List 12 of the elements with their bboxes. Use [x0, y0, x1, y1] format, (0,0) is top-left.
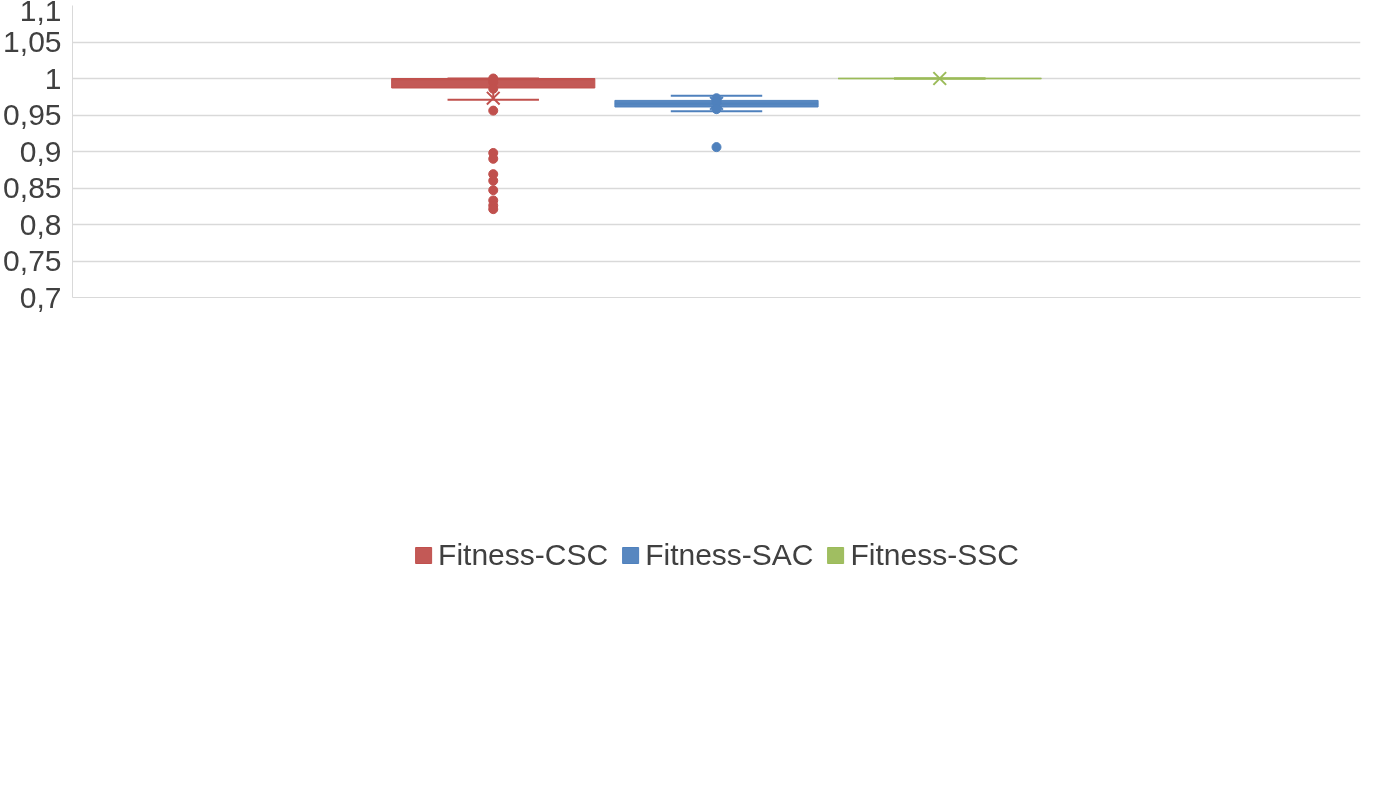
y-tick-label: 0,7	[19, 280, 62, 314]
y-tick-label: 0,85	[3, 171, 62, 204]
y-tick-label: 0,95	[3, 98, 62, 131]
y-tick-label: 0,8	[19, 207, 62, 241]
legend-label: Fitness-SSC	[850, 538, 1019, 572]
y-tick-label: 1	[44, 61, 62, 95]
legend-label: Fitness-CSC	[438, 538, 609, 572]
y-tick-label: 0,9	[19, 134, 62, 168]
y-tick-label: 1,05	[3, 25, 62, 58]
y-tick-label: 1,1	[19, 0, 62, 27]
y-tick-label: 0,75	[3, 244, 62, 277]
legend-label: Fitness-SAC	[645, 538, 814, 572]
